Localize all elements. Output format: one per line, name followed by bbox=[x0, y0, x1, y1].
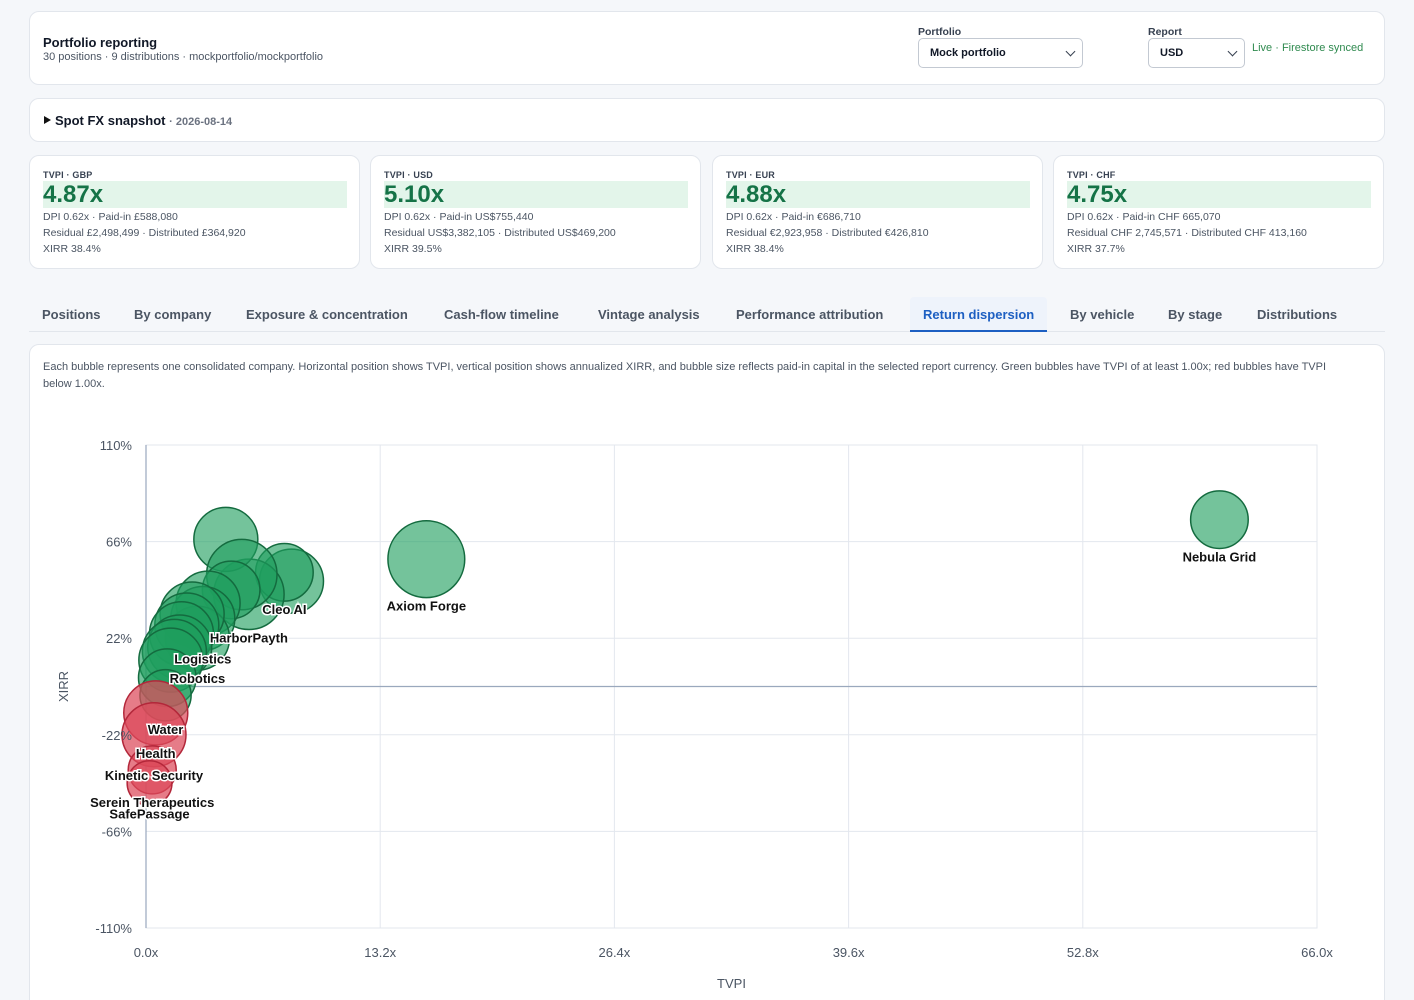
bubble-label: SafePassage bbox=[109, 807, 189, 822]
tab-by-stage[interactable]: By stage bbox=[1168, 307, 1223, 322]
kpi-detail: Residual US$3,382,105 · Distributed US$4… bbox=[384, 227, 616, 239]
sync-status: Live · Firestore synced bbox=[1252, 42, 1364, 54]
kpi-highlight bbox=[1067, 181, 1371, 208]
return-dispersion-chart: Nebula Grid Axiom Forge Cleo AI HarborPayth… bbox=[56, 438, 1333, 991]
x-tick-label: 39.6x bbox=[833, 945, 865, 960]
y-tick-label: -110% bbox=[95, 921, 132, 936]
chart-bubble-labels: Nebula Grid Axiom Forge Cleo AI HarborPayth… bbox=[89, 548, 1258, 823]
tab-by-company[interactable]: By company bbox=[134, 307, 212, 322]
x-axis-title: TVPI bbox=[717, 976, 746, 991]
kpi-label: TVPI · USD bbox=[384, 170, 434, 180]
tab-positions[interactable]: Positions bbox=[42, 307, 101, 322]
report-select-value: USD bbox=[1160, 47, 1184, 59]
bubble-label: Robotics bbox=[170, 671, 226, 686]
kpi-highlight bbox=[726, 181, 1030, 208]
kpi-card-usd: TVPI · USD 5.10x DPI 0.62x · Paid-in US$… bbox=[370, 155, 701, 269]
tab-cash-flow-timeline[interactable]: Cash-flow timeline bbox=[444, 307, 559, 322]
kpi-detail: DPI 0.62x · Paid-in €686,710 bbox=[726, 211, 861, 223]
tab-distributions[interactable]: Distributions bbox=[1257, 307, 1338, 322]
company-bubble bbox=[387, 520, 466, 599]
portfolio-select[interactable]: Mock portfolio bbox=[918, 38, 1083, 68]
report-currency-select[interactable]: USD bbox=[1148, 38, 1245, 68]
company-bubble bbox=[126, 759, 173, 807]
x-tick-label: 52.8x bbox=[1067, 945, 1099, 960]
bubble-label: Axiom Forge bbox=[387, 599, 466, 614]
chart-description: Each bubble represents one consolidated … bbox=[43, 361, 1327, 390]
kpi-detail: DPI 0.62x · Paid-in £588,080 bbox=[43, 211, 178, 223]
bubble-label: Water bbox=[148, 722, 184, 737]
kpi-card-eur: TVPI · EUR 4.88x DPI 0.62x · Paid-in €68… bbox=[712, 155, 1043, 269]
y-tick-label: -66% bbox=[102, 824, 133, 839]
y-tick-label: 22% bbox=[106, 631, 132, 646]
kpi-detail: Residual €2,923,958 · Distributed €426,8… bbox=[726, 227, 929, 239]
tab-performance-attribution[interactable]: Performance attribution bbox=[736, 307, 884, 322]
kpi-detail: DPI 0.62x · Paid-in CHF 665,070 bbox=[1067, 211, 1221, 223]
kpi-label: TVPI · GBP bbox=[43, 170, 93, 180]
chart-bubbles bbox=[121, 490, 1249, 807]
kpi-value: 4.75x bbox=[1067, 181, 1128, 208]
kpi-value: 4.88x bbox=[726, 181, 787, 208]
kpi-card-chf: TVPI · CHF 4.75x DPI 0.62x · Paid-in CHF… bbox=[1053, 155, 1384, 269]
bubble-label: HarborPayth bbox=[210, 630, 288, 645]
report-label: Report bbox=[1148, 26, 1182, 38]
bubble-label: Logistics bbox=[174, 651, 231, 666]
bubble-label: Kinetic Security bbox=[105, 768, 204, 783]
tab-return-dispersion[interactable]: Return dispersion bbox=[910, 297, 1048, 332]
bubble-label: Health bbox=[136, 746, 176, 761]
y-tick-label: -22% bbox=[102, 728, 133, 743]
company-bubble bbox=[1189, 490, 1249, 550]
portfolio-label: Portfolio bbox=[918, 26, 962, 38]
tab-exposure-concentration[interactable]: Exposure & concentration bbox=[246, 307, 408, 322]
chart-ticks: 0.0x 13.2x 26.4x 39.6x 52.8x 66.0x 110% 66% 22% -… bbox=[95, 438, 1333, 960]
fx-snapshot-date: · 2026-08-14 bbox=[169, 116, 233, 128]
bubble-label: Nebula Grid bbox=[1183, 549, 1257, 564]
x-tick-label: 13.2x bbox=[364, 945, 396, 960]
page-subtitle: 30 positions · 9 distributions · mockpor… bbox=[43, 51, 324, 63]
portfolio-select-value: Mock portfolio bbox=[930, 47, 1006, 59]
bubble-label: Cleo AI bbox=[262, 602, 306, 617]
tab-by-vehicle[interactable]: By vehicle bbox=[1070, 307, 1135, 322]
kpi-label: TVPI · EUR bbox=[726, 170, 776, 180]
kpi-label: TVPI · CHF bbox=[1067, 170, 1116, 180]
fx-snapshot-label: Spot FX snapshot bbox=[55, 113, 166, 128]
kpi-xirr: XIRR 38.4% bbox=[43, 243, 101, 255]
y-tick-label: 66% bbox=[106, 535, 132, 550]
page-title: Portfolio reporting bbox=[43, 35, 158, 50]
header-card: Portfolio reporting 30 positions · 9 dis… bbox=[29, 11, 1385, 85]
kpi-xirr: XIRR 39.5% bbox=[384, 243, 442, 255]
tab-vintage-analysis[interactable]: Vintage analysis bbox=[598, 307, 700, 322]
fx-snapshot-toggle[interactable]: Spot FX snapshot · 2026-08-14 bbox=[29, 98, 1385, 142]
kpi-highlight bbox=[43, 181, 347, 208]
kpi-value: 4.87x bbox=[43, 181, 104, 208]
x-tick-label: 26.4x bbox=[598, 945, 630, 960]
report-tabs: Positions By company Exposure & concentr… bbox=[29, 297, 1385, 332]
chevron-down-icon bbox=[1065, 46, 1076, 57]
kpi-value: 5.10x bbox=[384, 181, 445, 208]
kpi-xirr: XIRR 37.7% bbox=[1067, 243, 1125, 255]
kpi-detail: DPI 0.62x · Paid-in US$755,440 bbox=[384, 211, 534, 223]
return-dispersion-card: Each bubble represents one consolidated … bbox=[29, 344, 1385, 1000]
kpi-xirr: XIRR 38.4% bbox=[726, 243, 784, 255]
x-tick-label: 66.0x bbox=[1301, 945, 1333, 960]
disclosure-triangle-icon bbox=[44, 116, 51, 124]
y-tick-label: 110% bbox=[100, 438, 133, 453]
bubble-label: Serein Therapeutics bbox=[90, 795, 214, 810]
kpi-highlight bbox=[384, 181, 688, 208]
y-axis-title: XIRR bbox=[56, 671, 71, 702]
kpi-detail: Residual £2,498,499 · Distributed £364,9… bbox=[43, 227, 246, 239]
chevron-down-icon bbox=[1227, 46, 1238, 57]
kpi-detail: Residual CHF 2,745,571 · Distributed CHF… bbox=[1067, 227, 1307, 239]
chart-grid bbox=[145, 444, 1318, 929]
x-tick-label: 0.0x bbox=[134, 945, 159, 960]
kpi-card-gbp: TVPI · GBP 4.87x DPI 0.62x · Paid-in £58… bbox=[29, 155, 360, 269]
